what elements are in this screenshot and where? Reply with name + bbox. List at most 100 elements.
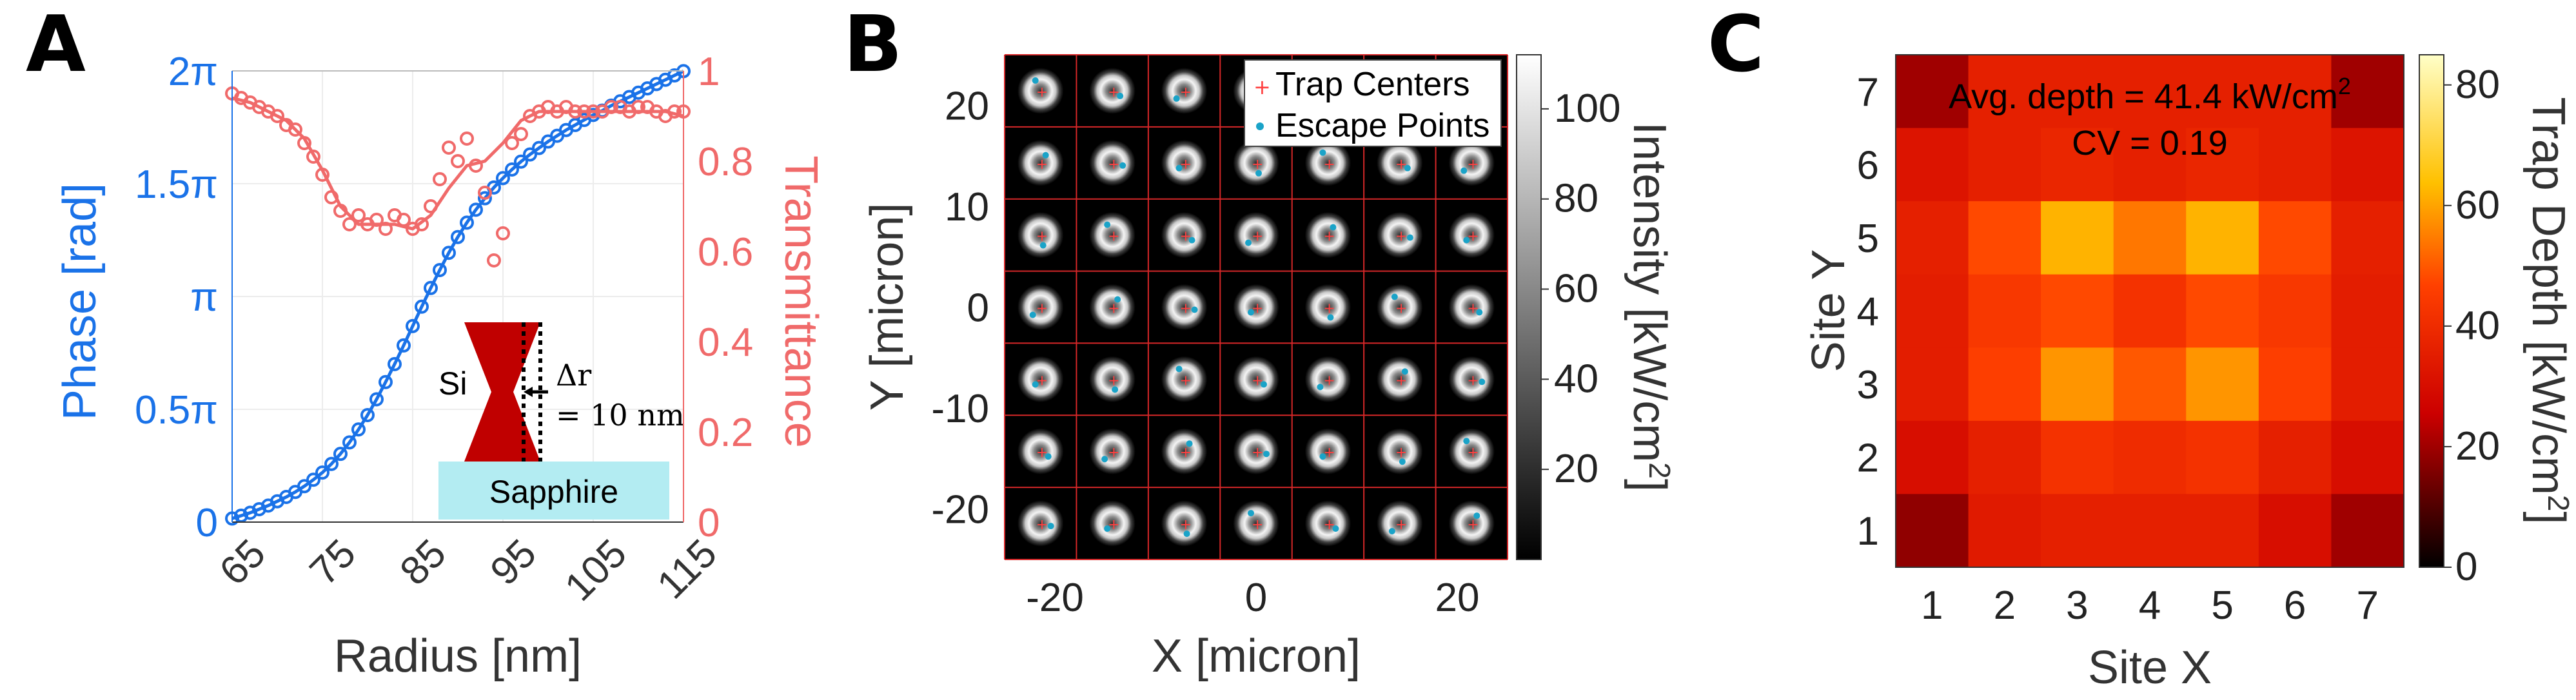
depth-cell bbox=[1968, 128, 2041, 202]
escape-point-marker bbox=[1404, 164, 1411, 171]
trap-center-marker: + bbox=[1252, 229, 1263, 245]
a-ytick-left: π bbox=[190, 275, 218, 320]
depth-cell bbox=[2041, 201, 2114, 275]
depth-cell bbox=[2041, 347, 2114, 422]
depth-cell bbox=[2186, 494, 2259, 568]
phase-point bbox=[369, 392, 384, 407]
trap-spot bbox=[1377, 211, 1423, 258]
depth-cell bbox=[2186, 128, 2259, 202]
b-ytick-label: 20 bbox=[945, 84, 989, 128]
escape-point-marker bbox=[1119, 162, 1126, 169]
transmittance-point bbox=[379, 222, 393, 236]
phase-point bbox=[469, 202, 483, 217]
panel-c-ylabel: Site Y bbox=[1803, 249, 1854, 373]
depth-cell bbox=[2258, 347, 2332, 422]
depth-cell bbox=[2186, 347, 2259, 422]
depth-cell bbox=[2258, 494, 2332, 568]
c-cbar-tick-label: 40 bbox=[2455, 304, 2500, 348]
c-cbar-tick-label: 80 bbox=[2455, 63, 2500, 107]
panel-b: B + + ++ + + + + + ++ + + + + + ++ + + + + + ++ + + + + + ++ + + + + + +… bbox=[843, 0, 1676, 682]
depth-cell bbox=[1968, 55, 2041, 129]
depth-cell bbox=[2186, 201, 2259, 275]
escape-point-marker bbox=[1330, 224, 1337, 231]
inset-sapphire-label: Sapphire bbox=[489, 474, 618, 510]
c-ytick-label: 2 bbox=[1857, 436, 1879, 481]
escape-point-marker bbox=[1101, 456, 1108, 463]
phase-point bbox=[397, 338, 411, 353]
depth-cell bbox=[1896, 274, 1969, 348]
b-ytick-label: 0 bbox=[967, 286, 989, 331]
depth-cell bbox=[2258, 420, 2332, 494]
depth-cell bbox=[1896, 201, 1969, 275]
trap-spot bbox=[1018, 356, 1064, 403]
escape-point-marker bbox=[1319, 149, 1326, 156]
phase-point bbox=[324, 456, 339, 471]
b-cbar-tick-label: 60 bbox=[1554, 267, 1598, 311]
transmittance-point bbox=[297, 136, 311, 150]
panel-c-xlabel: Site X bbox=[2088, 642, 2212, 694]
trap-spot bbox=[1233, 356, 1279, 403]
panel-b-colorbar-label: Intensity [kW/cm2] bbox=[1624, 122, 1676, 492]
trap-center-marker: + bbox=[1323, 517, 1335, 533]
trap-spot bbox=[1448, 284, 1495, 331]
depth-cell bbox=[2113, 201, 2187, 275]
depth-cell bbox=[2331, 494, 2404, 568]
depth-cell bbox=[2041, 494, 2114, 568]
escape-point-marker bbox=[1332, 525, 1339, 532]
escape-point-marker bbox=[1248, 510, 1254, 517]
panel-b-colorbar bbox=[1516, 54, 1542, 560]
trap-spot bbox=[1233, 140, 1279, 186]
panel-c-letter: C bbox=[1707, 0, 1764, 90]
phase-point bbox=[406, 318, 420, 333]
phase-point bbox=[351, 422, 366, 437]
phase-point bbox=[306, 472, 320, 487]
legend-escape-points: Escape Points bbox=[1275, 107, 1490, 144]
legend-escape-symbol bbox=[1256, 122, 1264, 130]
c-xtick-label: 7 bbox=[2356, 583, 2378, 628]
panel-c-colorbar bbox=[2419, 54, 2444, 568]
phase-point bbox=[532, 141, 546, 155]
escape-point-marker bbox=[1261, 381, 1267, 388]
b-cbar-tick-label: 20 bbox=[1554, 447, 1598, 491]
depth-cell bbox=[2113, 55, 2187, 129]
trap-spot bbox=[1448, 211, 1495, 258]
trap-spot bbox=[1018, 140, 1064, 186]
trap-center-marker: + bbox=[1252, 301, 1263, 317]
trap-center-marker: + bbox=[1323, 157, 1335, 173]
b-ytick-label: 10 bbox=[945, 185, 989, 229]
transmittance-point bbox=[397, 213, 411, 227]
trap-center-marker: + bbox=[1036, 229, 1048, 245]
transmittance-point bbox=[315, 168, 329, 182]
depth-cell bbox=[2331, 128, 2404, 202]
phase-point bbox=[523, 147, 537, 162]
trap-spot bbox=[1304, 500, 1352, 547]
depth-cell bbox=[1968, 347, 2041, 422]
depth-cell bbox=[2186, 274, 2259, 348]
trap-center-marker: + bbox=[1180, 84, 1192, 101]
phase-point bbox=[451, 229, 465, 244]
trap-center-marker: + bbox=[1395, 157, 1407, 173]
escape-point-marker bbox=[1042, 151, 1049, 159]
a-ytick-right: 0.6 bbox=[698, 230, 753, 275]
trap-center-marker: + bbox=[1180, 157, 1192, 173]
trap-spot bbox=[1377, 428, 1423, 474]
a-ytick-right: 0.2 bbox=[698, 411, 753, 455]
panel-b-letter: B bbox=[843, 0, 902, 90]
trap-spot bbox=[1233, 428, 1279, 474]
depth-cell bbox=[1968, 494, 2041, 568]
a-xtick-label: 85 bbox=[391, 531, 455, 594]
transmittance-point bbox=[333, 204, 348, 218]
trap-spot bbox=[1089, 356, 1136, 403]
trap-center-marker: + bbox=[1252, 157, 1263, 173]
transmittance-point bbox=[424, 199, 438, 213]
c-ytick-label: 7 bbox=[1857, 70, 1879, 115]
trap-center-marker: + bbox=[1395, 517, 1407, 533]
transmittance-point bbox=[577, 104, 591, 119]
panel-c: C Avg. depth = 41.4 kW/cm2 CV = 0.19 1 2 3… bbox=[1707, 0, 2575, 694]
trap-spot bbox=[1304, 284, 1352, 331]
panel-a-letter: A bbox=[26, 0, 86, 90]
trap-center-marker: + bbox=[1108, 157, 1119, 173]
transmittance-line bbox=[231, 96, 684, 231]
depth-cell bbox=[1896, 347, 1969, 422]
trap-spot bbox=[1304, 211, 1352, 258]
